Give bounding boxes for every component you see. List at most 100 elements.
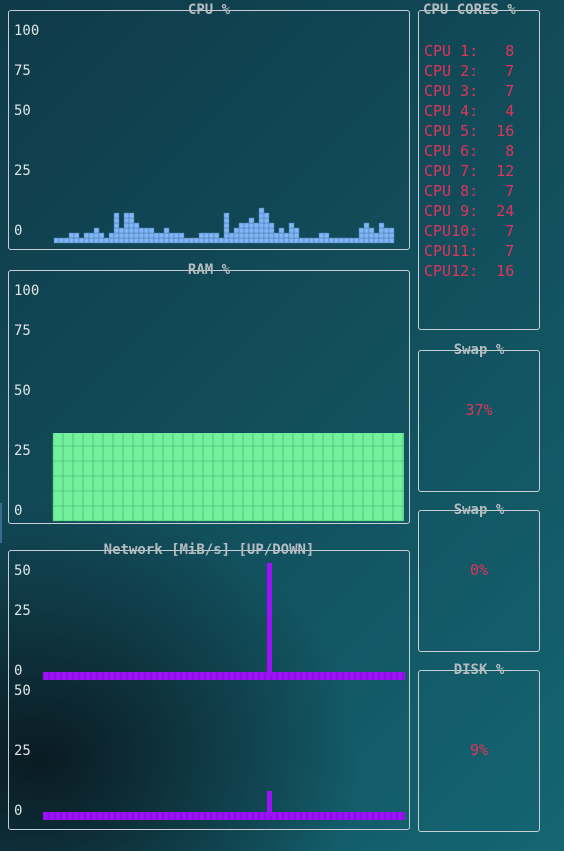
cpu-history-bar bbox=[358, 227, 365, 234]
cpu-history-bar bbox=[118, 237, 125, 244]
cpu-history-bar bbox=[113, 212, 120, 219]
net-up-y-tick-0: 0 bbox=[14, 663, 23, 679]
cpu-history-bar bbox=[363, 232, 370, 239]
cpu-history-bar bbox=[368, 232, 375, 239]
cpu-history-bar bbox=[93, 232, 100, 239]
cpu-history-bar bbox=[323, 237, 330, 244]
cpu-core-label: CPU 8: bbox=[424, 182, 479, 200]
cpu-history-bar bbox=[88, 237, 95, 244]
cpu-history-bar bbox=[238, 222, 245, 229]
cpu-history-bar bbox=[243, 222, 250, 229]
disk-panel-title: DISK % bbox=[453, 662, 505, 678]
cpu-history-bar bbox=[158, 232, 165, 239]
cpu-history-bar bbox=[253, 222, 260, 229]
cpu-core-label: CPU 6: bbox=[424, 142, 479, 160]
cpu-history-bar bbox=[133, 237, 140, 244]
network-panel: Network [MiB/s] [UP/DOWN] 50 25 0 50 25 … bbox=[8, 542, 410, 830]
cpu-history-bar bbox=[123, 237, 130, 244]
cpu-history-bar bbox=[113, 222, 120, 229]
cpu-history-bar bbox=[263, 237, 270, 244]
cpu-history-bar bbox=[113, 237, 120, 244]
cpu-core-value: 16 bbox=[478, 122, 515, 140]
cpu-history-bar bbox=[378, 237, 385, 244]
cpu-core-value: 7 bbox=[478, 62, 515, 80]
cpu-history-bar bbox=[293, 227, 300, 234]
cpu-core-value: 4 bbox=[478, 102, 515, 120]
cpu-history-bar bbox=[233, 237, 240, 244]
cpu-history-bar bbox=[253, 232, 260, 239]
cpu-history-bar bbox=[203, 232, 210, 239]
cpu-history-bar bbox=[313, 237, 320, 244]
cpu-history-bar bbox=[173, 237, 180, 244]
cpu-history-bar bbox=[383, 232, 390, 239]
cpu-history-bar bbox=[123, 222, 130, 229]
cpu-history-bar bbox=[333, 237, 340, 244]
swap-panel-1-title: Swap % bbox=[453, 342, 505, 358]
cpu-core-row: CPU 5: 16 bbox=[424, 121, 514, 141]
cpu-history-bar bbox=[288, 227, 295, 234]
cpu-core-value: 7 bbox=[478, 182, 515, 200]
cpu-history-bar bbox=[178, 232, 185, 239]
cpu-history-bar bbox=[133, 232, 140, 239]
disk-value: 9% bbox=[469, 741, 489, 759]
cpu-history-bar bbox=[118, 232, 125, 239]
cpu-history-bar bbox=[288, 222, 295, 229]
cpu-history-bar bbox=[228, 232, 235, 239]
cpu-history-bar bbox=[253, 227, 260, 234]
cpu-history-bar bbox=[268, 237, 275, 244]
cpu-history-bar bbox=[88, 232, 95, 239]
network-upload-spike bbox=[267, 563, 272, 676]
network-panel-title: Network [MiB/s] [UP/DOWN] bbox=[103, 542, 315, 558]
cpu-history-bar bbox=[278, 232, 285, 239]
cpu-history-bar bbox=[223, 232, 230, 239]
cpu-history-bar bbox=[78, 237, 85, 244]
cpu-history-bar bbox=[388, 232, 395, 239]
cpu-history-bar bbox=[133, 222, 140, 229]
ram-grid-lines bbox=[52, 433, 404, 522]
cpu-history-bar bbox=[343, 237, 350, 244]
cpu-history-bar bbox=[363, 222, 370, 229]
cpu-history-bar bbox=[223, 227, 230, 234]
cpu-history-bar bbox=[248, 232, 255, 239]
swap-panel-1: Swap % 37% bbox=[418, 342, 540, 492]
cpu-history-bar bbox=[258, 237, 265, 244]
ram-usage-graph bbox=[52, 433, 404, 522]
cpu-history-bar bbox=[168, 232, 175, 239]
cpu-history-bar bbox=[198, 237, 205, 244]
cpu-history-bar bbox=[188, 237, 195, 244]
cpu-core-label: CPU 1: bbox=[424, 42, 479, 60]
cpu-core-label: CPU11: bbox=[424, 242, 479, 260]
cpu-history-bar bbox=[378, 232, 385, 239]
cpu-core-row: CPU 8: 7 bbox=[424, 181, 514, 201]
cpu-core-value: 8 bbox=[478, 42, 515, 60]
cpu-history-bar bbox=[118, 227, 125, 234]
cpu-core-value: 7 bbox=[478, 82, 515, 100]
cpu-history-bar bbox=[138, 232, 145, 239]
cpu-history-bar bbox=[388, 237, 395, 244]
cpu-history-bar bbox=[233, 227, 240, 234]
cpu-history-bar bbox=[93, 227, 100, 234]
cpu-history-bar bbox=[128, 237, 135, 244]
cpu-history-bar bbox=[123, 232, 130, 239]
cpu-history-bar bbox=[293, 237, 300, 244]
cpu-history-bar bbox=[258, 212, 265, 219]
cpu-history-bar bbox=[318, 232, 325, 239]
cpu-history-bar bbox=[153, 232, 160, 239]
cpu-history-bar bbox=[383, 237, 390, 244]
cpu-history-bar bbox=[338, 237, 345, 244]
cpu-history-bar bbox=[248, 222, 255, 229]
cpu-core-row: CPU 2: 7 bbox=[424, 61, 514, 81]
cpu-history-bar bbox=[238, 232, 245, 239]
cpu-y-tick-75: 75 bbox=[14, 63, 31, 79]
cpu-history-bar bbox=[308, 237, 315, 244]
cpu-history-bar bbox=[368, 237, 375, 244]
cpu-history-bar bbox=[123, 227, 130, 234]
cpu-core-label: CPU 4: bbox=[424, 102, 479, 120]
cpu-history-bar bbox=[183, 237, 190, 244]
cpu-history-bar bbox=[178, 237, 185, 244]
cpu-y-tick-0: 0 bbox=[14, 223, 23, 239]
cpu-history-bar bbox=[248, 217, 255, 224]
cpu-core-row: CPU11: 7 bbox=[424, 241, 514, 261]
cpu-history-bar bbox=[173, 232, 180, 239]
cpu-history-bar bbox=[108, 237, 115, 244]
